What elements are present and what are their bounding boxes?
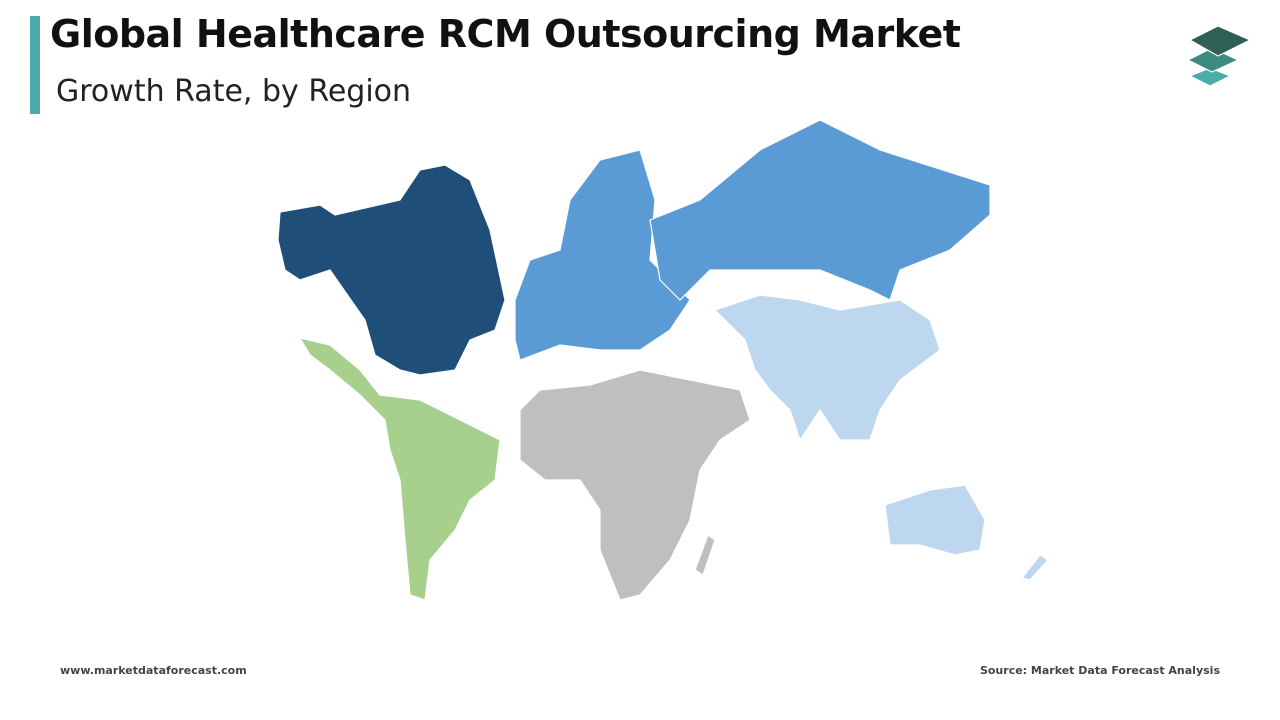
africa: [519, 369, 751, 601]
accent-bar: [30, 16, 40, 114]
north-america: [277, 164, 506, 376]
new-zealand: [1020, 554, 1049, 581]
logo-top: [1188, 25, 1252, 57]
subtitle: Growth Rate, by Region: [56, 74, 412, 109]
logo-bottom: [1188, 67, 1232, 87]
madagascar: [694, 534, 716, 576]
title: Global Healthcare RCM Outsourcing Market: [50, 12, 961, 56]
source: Source: Market Data Forecast Analysis: [979, 664, 1220, 677]
latin-america: [298, 337, 501, 601]
australia: [884, 484, 986, 556]
russia: [649, 119, 991, 301]
website: www.marketdataforecast.com: [60, 664, 247, 677]
asia: [713, 294, 941, 442]
logo-middle: [1186, 47, 1240, 73]
